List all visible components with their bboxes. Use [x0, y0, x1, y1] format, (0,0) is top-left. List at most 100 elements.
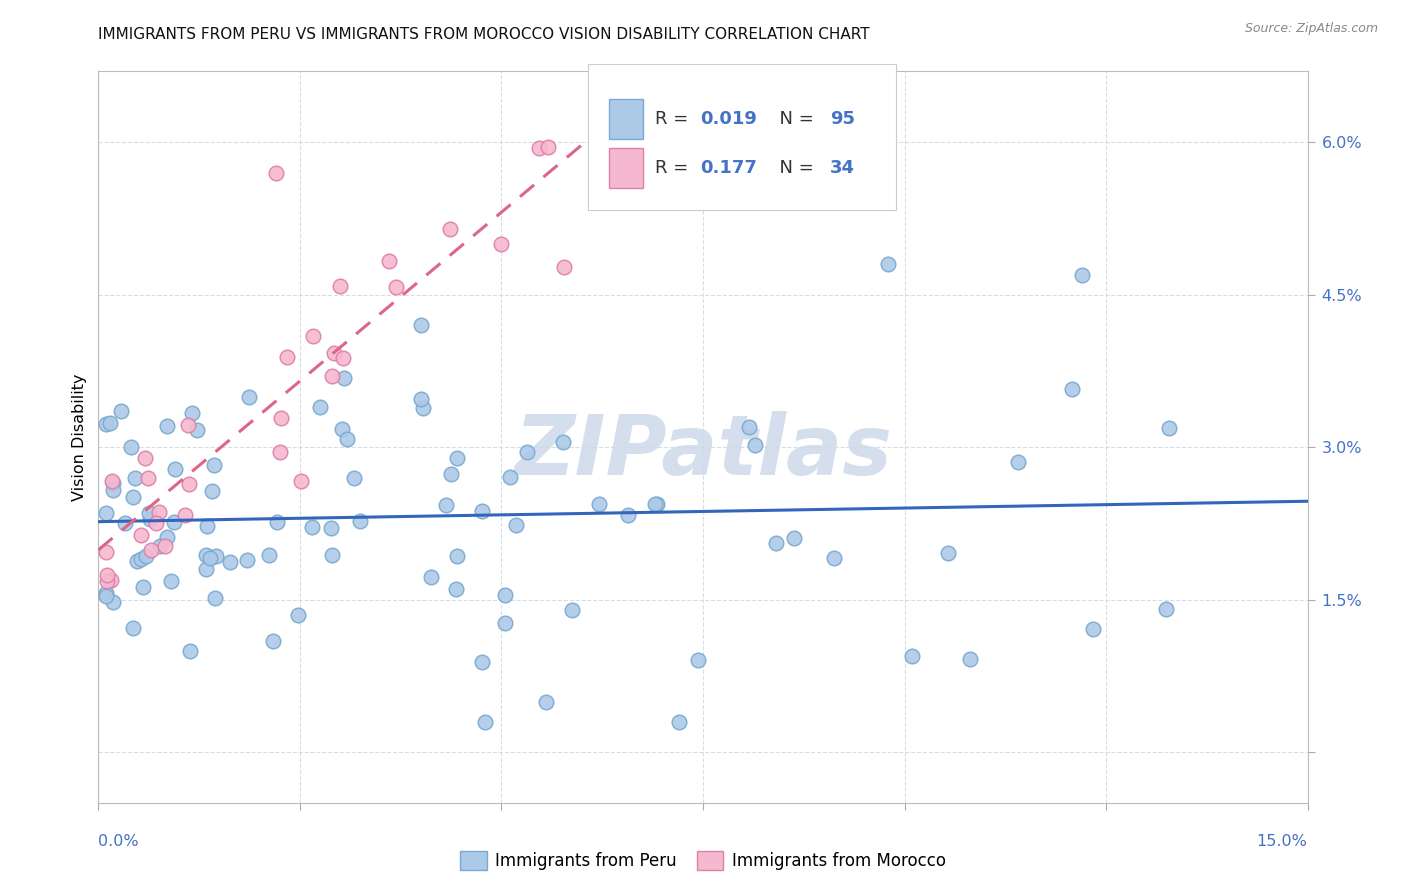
- Point: [645, 497, 668, 511]
- Point: [100, 573, 122, 587]
- Point: [537, 140, 560, 154]
- Point: [218, 555, 240, 569]
- Point: [195, 562, 218, 576]
- Point: [595, 115, 617, 129]
- Point: [616, 508, 638, 522]
- Point: [329, 278, 352, 293]
- Point: [321, 369, 343, 384]
- Point: [100, 474, 122, 488]
- Point: [156, 530, 179, 544]
- Point: [783, 531, 806, 545]
- Point: [471, 504, 494, 518]
- Point: [122, 621, 145, 635]
- Point: [136, 471, 159, 485]
- Point: [238, 390, 260, 404]
- Point: [499, 470, 522, 484]
- Point: [319, 521, 342, 535]
- Point: [321, 548, 343, 562]
- Point: [606, 133, 628, 147]
- Point: [96, 506, 118, 520]
- Y-axis label: Vision Disability: Vision Disability: [72, 374, 87, 500]
- Point: [1007, 455, 1029, 469]
- Point: [174, 508, 197, 522]
- Text: R =: R =: [655, 159, 693, 177]
- Point: [148, 505, 170, 519]
- Text: N =: N =: [768, 110, 820, 128]
- Point: [135, 549, 157, 563]
- Point: [419, 570, 441, 584]
- Point: [349, 514, 371, 528]
- Text: 0.177: 0.177: [700, 159, 758, 177]
- Point: [138, 506, 160, 520]
- Point: [936, 546, 959, 560]
- Point: [202, 458, 225, 473]
- Point: [101, 475, 124, 490]
- Point: [1070, 268, 1092, 282]
- Point: [110, 404, 132, 418]
- Point: [134, 451, 156, 466]
- FancyBboxPatch shape: [588, 64, 897, 211]
- Point: [409, 392, 432, 406]
- Point: [235, 553, 257, 567]
- Point: [179, 644, 201, 658]
- Text: N =: N =: [768, 159, 820, 177]
- FancyBboxPatch shape: [609, 99, 643, 139]
- Point: [823, 551, 845, 566]
- Point: [385, 280, 408, 294]
- Point: [145, 516, 167, 531]
- Point: [129, 528, 152, 542]
- Point: [201, 483, 224, 498]
- Point: [165, 462, 187, 476]
- Point: [439, 222, 461, 236]
- Point: [287, 607, 309, 622]
- Point: [765, 535, 787, 549]
- Point: [204, 591, 226, 605]
- Point: [96, 545, 118, 559]
- Point: [553, 435, 575, 450]
- Point: [96, 589, 118, 603]
- Point: [644, 497, 666, 511]
- Text: 34: 34: [830, 159, 855, 177]
- Point: [343, 470, 366, 484]
- Point: [257, 548, 280, 562]
- Point: [177, 477, 200, 491]
- Point: [96, 417, 118, 432]
- Point: [177, 418, 200, 433]
- Point: [103, 594, 125, 608]
- Point: [270, 411, 292, 425]
- Point: [561, 602, 583, 616]
- Point: [1157, 421, 1180, 435]
- Text: IMMIGRANTS FROM PERU VS IMMIGRANTS FROM MOROCCO VISION DISABILITY CORRELATION CH: IMMIGRANTS FROM PERU VS IMMIGRANTS FROM …: [98, 27, 870, 42]
- Point: [440, 467, 463, 481]
- Point: [101, 483, 124, 498]
- Point: [516, 445, 538, 459]
- Point: [409, 318, 432, 333]
- Point: [332, 351, 354, 365]
- Text: ZIPatlas: ZIPatlas: [515, 411, 891, 492]
- Point: [124, 471, 146, 485]
- Point: [122, 490, 145, 504]
- Point: [434, 498, 457, 512]
- Point: [494, 588, 516, 602]
- Text: 95: 95: [830, 110, 855, 128]
- Point: [96, 574, 118, 588]
- Point: [333, 371, 356, 385]
- Point: [195, 519, 218, 533]
- Point: [160, 574, 183, 588]
- Point: [149, 539, 172, 553]
- Point: [127, 554, 149, 568]
- Point: [491, 237, 513, 252]
- Point: [121, 440, 143, 454]
- Point: [595, 186, 617, 201]
- Point: [98, 417, 121, 431]
- Point: [412, 401, 434, 415]
- Text: 15.0%: 15.0%: [1257, 834, 1308, 849]
- Point: [301, 520, 323, 534]
- Point: [181, 406, 204, 420]
- Point: [744, 438, 766, 452]
- Text: 0.0%: 0.0%: [98, 834, 139, 849]
- Point: [686, 652, 709, 666]
- Point: [114, 516, 136, 530]
- Point: [378, 254, 401, 268]
- Point: [129, 551, 152, 566]
